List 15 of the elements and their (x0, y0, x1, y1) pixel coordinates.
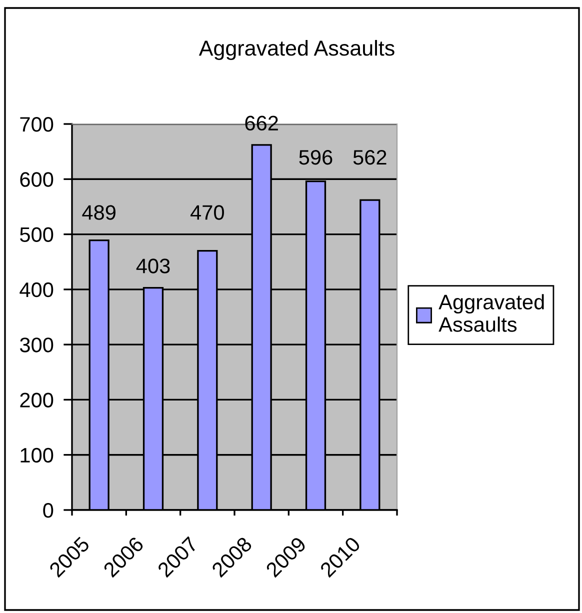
y-tick-label: 500 (20, 227, 54, 242)
data-label: 470 (190, 205, 224, 220)
y-tick-label: 400 (20, 282, 54, 298)
y-tick-label: 200 (20, 392, 54, 408)
y-tick-label: 100 (20, 448, 54, 463)
y-tick-label: 600 (20, 172, 54, 187)
data-label: 596 (299, 150, 332, 165)
data-label: 403 (136, 258, 170, 274)
data-label: 489 (82, 205, 116, 220)
y-tick-label: 700 (20, 117, 54, 132)
chart-title: Aggravated Assaults (198, 40, 394, 60)
data-label: 562 (353, 150, 386, 165)
y-tick-label: 300 (20, 338, 54, 352)
legend-label: Aggravated Assaults (438, 294, 544, 332)
y-tick-label: 0 (43, 503, 54, 518)
